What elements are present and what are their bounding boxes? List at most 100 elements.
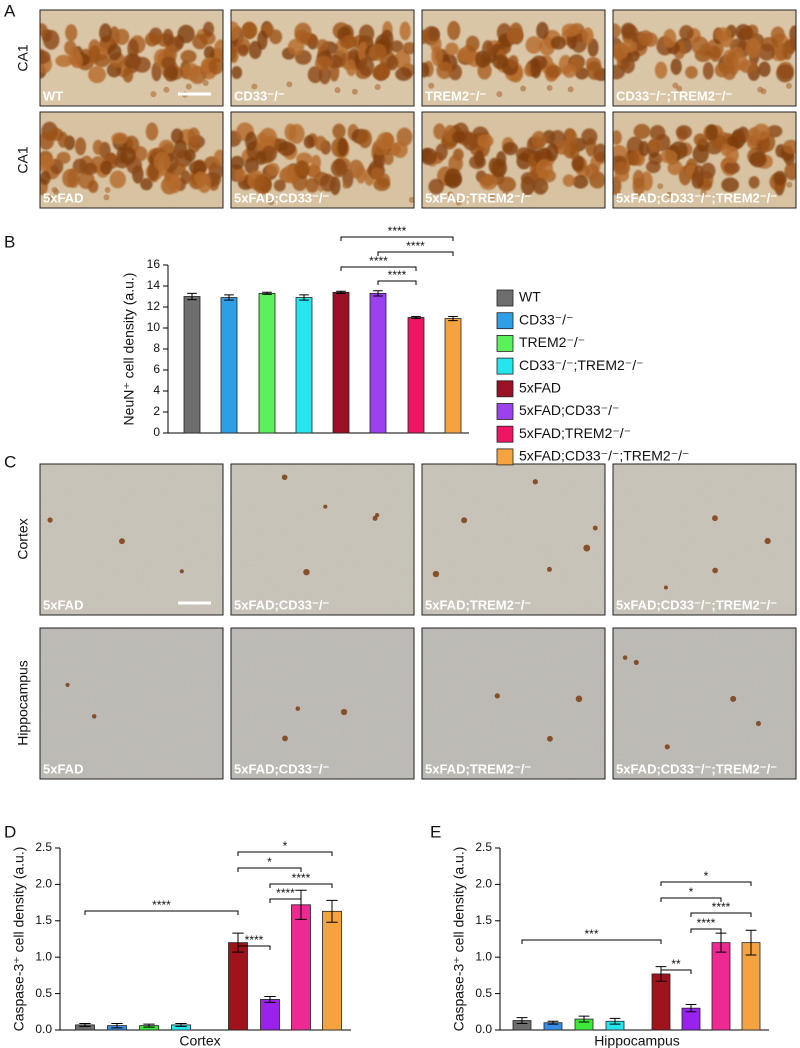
cell — [119, 146, 137, 165]
bar — [407, 317, 425, 434]
legend-swatch — [496, 289, 514, 307]
y-tick-label: 2.0 — [35, 877, 52, 891]
cell — [231, 21, 240, 41]
significance-label: **** — [388, 224, 407, 238]
cell — [758, 61, 771, 77]
error-bar — [264, 996, 276, 1003]
cell — [776, 64, 794, 83]
image-border — [39, 463, 224, 616]
cell — [620, 57, 635, 74]
cell — [642, 32, 658, 47]
image-caption: 5xFAD;CD33⁻/⁻ — [234, 597, 329, 612]
cell — [546, 84, 553, 91]
cell — [530, 55, 548, 70]
cell — [268, 199, 275, 206]
cell — [316, 39, 329, 52]
significance-label: * — [283, 839, 288, 853]
significance-label: **** — [406, 239, 425, 253]
cell — [431, 46, 444, 67]
image-caption: 5xFAD — [43, 190, 83, 205]
image-grain — [231, 464, 414, 615]
cell — [303, 568, 310, 576]
cell — [183, 149, 196, 162]
significance-bracket — [340, 266, 417, 271]
significance-bracket — [377, 251, 454, 256]
bar — [258, 292, 276, 434]
cell — [266, 162, 280, 177]
image-border — [230, 111, 415, 209]
panel-label: B — [4, 232, 15, 251]
cell — [432, 570, 440, 578]
cell — [638, 141, 650, 157]
row-label: Cortex — [15, 518, 31, 559]
bar — [322, 910, 342, 1031]
cell — [345, 59, 357, 77]
image-content — [422, 10, 605, 106]
error-bar — [295, 889, 307, 920]
row-label: CA1 — [15, 44, 31, 71]
cell — [782, 139, 796, 155]
cell — [435, 143, 448, 161]
y-tick-label: 1.5 — [475, 913, 492, 927]
image-content — [613, 112, 796, 208]
cell — [745, 38, 761, 59]
cell — [107, 43, 122, 61]
image-border — [612, 627, 797, 780]
cell — [92, 139, 104, 155]
cell — [402, 42, 414, 55]
cell — [307, 66, 323, 84]
y-tick-label: 4 — [153, 383, 160, 397]
significance-bracket — [377, 280, 417, 285]
cell — [286, 81, 293, 88]
y-tick-label: 0.0 — [35, 1022, 52, 1036]
cell — [65, 682, 70, 687]
image-content — [40, 464, 223, 615]
cell — [562, 63, 577, 78]
cell — [721, 177, 739, 193]
bar — [228, 942, 248, 1031]
panel-label: C — [4, 452, 16, 471]
cell — [679, 25, 694, 41]
image-caption: 5xFAD — [43, 597, 83, 612]
significance-label: **** — [712, 900, 731, 914]
y-axis-label: Caspase-3⁺ cell density (a.u.) — [11, 847, 27, 1032]
error-bar — [79, 1022, 91, 1027]
significance-label: **** — [292, 871, 311, 885]
cell — [284, 123, 297, 141]
image-border — [612, 111, 797, 209]
cell — [693, 133, 707, 147]
cell — [127, 38, 139, 59]
image-content — [422, 112, 605, 208]
cell — [399, 21, 411, 41]
significance-label: * — [689, 885, 694, 899]
cell — [394, 50, 411, 70]
error-bar — [715, 932, 727, 953]
y-tick-label: 1.5 — [35, 913, 52, 927]
cell — [330, 159, 348, 178]
significance-label: ** — [671, 957, 681, 971]
cell — [561, 23, 580, 37]
cell — [748, 176, 760, 189]
cell — [663, 28, 677, 49]
cell — [150, 91, 157, 98]
cell — [664, 744, 670, 750]
cell — [194, 171, 208, 187]
cell — [632, 169, 645, 189]
image-grain — [613, 628, 796, 779]
cell — [253, 174, 271, 195]
panel-label: A — [4, 1, 16, 20]
micrograph: 5xFAD;CD33⁻/⁻ — [230, 627, 415, 780]
cell — [119, 538, 125, 545]
cell — [332, 123, 346, 140]
image-border — [421, 111, 606, 209]
cell — [422, 29, 429, 45]
cell — [755, 721, 762, 727]
cell — [712, 515, 718, 522]
significance-bracket — [84, 910, 239, 915]
micrograph: 5xFAD — [39, 463, 224, 616]
bar — [291, 904, 311, 1031]
cell — [372, 67, 390, 80]
cell — [162, 28, 174, 46]
panel-label: D — [4, 822, 16, 841]
